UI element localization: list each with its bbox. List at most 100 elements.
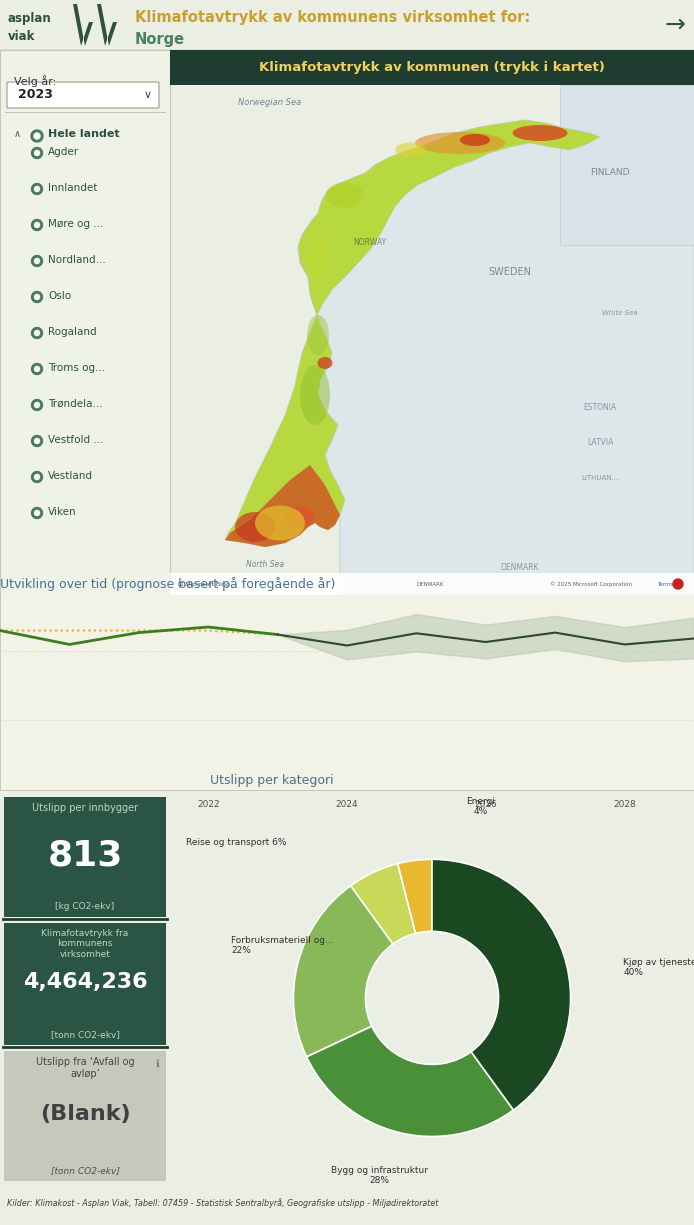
Circle shape	[35, 151, 40, 156]
Text: ESTONIA: ESTONIA	[584, 403, 617, 412]
Polygon shape	[298, 120, 694, 595]
Bar	[560, 85, 694, 245]
Text: Kjøp av tjenester
40%: Kjøp av tjenester 40%	[623, 958, 694, 978]
Text: Utvikling over tid (prognose basert på foregående år): Utvikling over tid (prognose basert på f…	[0, 577, 335, 590]
Circle shape	[31, 364, 42, 375]
Text: Oslo: Oslo	[48, 292, 71, 301]
Ellipse shape	[300, 365, 330, 425]
Text: Forbruksmateriell og...
22%: Forbruksmateriell og... 22%	[231, 936, 334, 956]
Circle shape	[673, 579, 683, 589]
Text: Viken: Viken	[48, 507, 76, 517]
Text: Innlandet: Innlandet	[48, 183, 97, 194]
Text: LITHUAN...: LITHUAN...	[582, 475, 618, 481]
Text: viak: viak	[8, 29, 35, 43]
Text: Nordland...: Nordland...	[48, 255, 105, 265]
Circle shape	[31, 472, 42, 483]
Ellipse shape	[415, 132, 505, 154]
Text: asplan: asplan	[8, 12, 52, 24]
Ellipse shape	[317, 356, 332, 369]
Text: Rogaland: Rogaland	[48, 327, 96, 337]
Text: Vestfold ...: Vestfold ...	[48, 435, 103, 445]
Ellipse shape	[286, 506, 314, 528]
Text: Norwegian Sea: Norwegian Sea	[238, 98, 302, 107]
Text: Velg år:: Velg år:	[14, 75, 56, 87]
Text: Klimafotavtrykk av kommunen (trykk i kartet): Klimafotavtrykk av kommunen (trykk i kar…	[259, 61, 605, 75]
Ellipse shape	[308, 230, 328, 281]
Text: Klimafotavtrykk fra
kommunens
virksomhet: Klimafotavtrykk fra kommunens virksomhet	[42, 929, 128, 959]
Text: Møre og ...: Møre og ...	[48, 219, 103, 229]
Ellipse shape	[395, 142, 425, 158]
Circle shape	[35, 294, 40, 299]
Text: DENMARK: DENMARK	[416, 582, 443, 587]
Circle shape	[31, 130, 43, 142]
Circle shape	[31, 327, 42, 338]
Text: [kg CO2-ekv]: [kg CO2-ekv]	[56, 902, 115, 911]
Circle shape	[31, 256, 42, 267]
Ellipse shape	[512, 125, 568, 141]
Ellipse shape	[326, 183, 364, 207]
Text: [tonn CO2-ekv]: [tonn CO2-ekv]	[51, 1030, 119, 1039]
Circle shape	[34, 134, 40, 138]
Bar	[170, 50, 694, 85]
Polygon shape	[225, 120, 600, 548]
Polygon shape	[225, 466, 340, 548]
Text: Kilder: Klimakost - Asplan Viak, Tabell: 07459 - Statistisk Sentralbyrå, Geograf: Kilder: Klimakost - Asplan Viak, Tabell:…	[7, 1198, 439, 1208]
Wedge shape	[294, 886, 393, 1057]
Text: Klimafotavtrykk av kommunens virksomhet for:: Klimafotavtrykk av kommunens virksomhet …	[135, 10, 530, 24]
Circle shape	[35, 439, 40, 443]
Text: North Sea: North Sea	[246, 560, 284, 568]
Bar	[4, 922, 166, 1045]
Ellipse shape	[307, 315, 329, 355]
Text: Energi
4%: Energi 4%	[466, 797, 495, 816]
Circle shape	[31, 292, 42, 303]
Text: Norge: Norge	[135, 32, 185, 47]
Text: Utslipp fra ‘Avfall og
avløp’: Utslipp fra ‘Avfall og avløp’	[35, 1057, 135, 1078]
Wedge shape	[307, 1027, 514, 1137]
Bar	[4, 1051, 166, 1181]
Text: Troms og...: Troms og...	[48, 363, 105, 372]
Polygon shape	[73, 4, 93, 47]
Polygon shape	[97, 4, 117, 47]
Text: [tonn CO2-ekv]: [tonn CO2-ekv]	[51, 1166, 119, 1175]
Wedge shape	[432, 859, 570, 1110]
Text: (Blank): (Blank)	[40, 1104, 130, 1125]
Text: LATVIA: LATVIA	[587, 439, 613, 447]
Circle shape	[35, 223, 40, 228]
Text: ∧: ∧	[14, 129, 21, 138]
Text: 813: 813	[47, 838, 123, 872]
Circle shape	[31, 399, 42, 410]
Wedge shape	[350, 864, 416, 944]
Ellipse shape	[255, 506, 305, 540]
Bar	[170, 573, 694, 595]
Circle shape	[35, 403, 40, 408]
Circle shape	[35, 258, 40, 263]
Text: Terms: Terms	[657, 582, 673, 587]
Text: SWEDEN: SWEDEN	[489, 267, 532, 277]
Circle shape	[31, 147, 42, 158]
Text: © 2025 Microsoft Corporation: © 2025 Microsoft Corporation	[550, 581, 632, 587]
Wedge shape	[398, 859, 432, 933]
Text: Hele landet: Hele landet	[48, 129, 119, 138]
Circle shape	[35, 331, 40, 336]
Text: Reise og transport 6%: Reise og transport 6%	[186, 838, 287, 848]
FancyBboxPatch shape	[7, 82, 159, 108]
Text: →: →	[664, 13, 686, 37]
Ellipse shape	[235, 512, 275, 541]
Text: White Sea: White Sea	[602, 310, 638, 316]
Text: ∨: ∨	[144, 89, 152, 100]
Circle shape	[31, 219, 42, 230]
Ellipse shape	[460, 134, 490, 146]
Circle shape	[31, 507, 42, 518]
Text: Vestland: Vestland	[48, 470, 93, 481]
Text: Utslipp per kategori: Utslipp per kategori	[210, 774, 334, 788]
Text: DENMARK: DENMARK	[500, 564, 539, 572]
Text: ℹ: ℹ	[156, 1058, 160, 1069]
Circle shape	[31, 184, 42, 195]
Circle shape	[35, 366, 40, 371]
Circle shape	[35, 511, 40, 516]
Text: Bygg og infrastruktur
28%: Bygg og infrastruktur 28%	[331, 1166, 428, 1185]
Text: Trøndela...: Trøndela...	[48, 399, 103, 409]
Text: NORWAY: NORWAY	[353, 238, 387, 247]
Bar	[4, 797, 166, 918]
Text: Utslipp per innbygger: Utslipp per innbygger	[32, 804, 138, 813]
